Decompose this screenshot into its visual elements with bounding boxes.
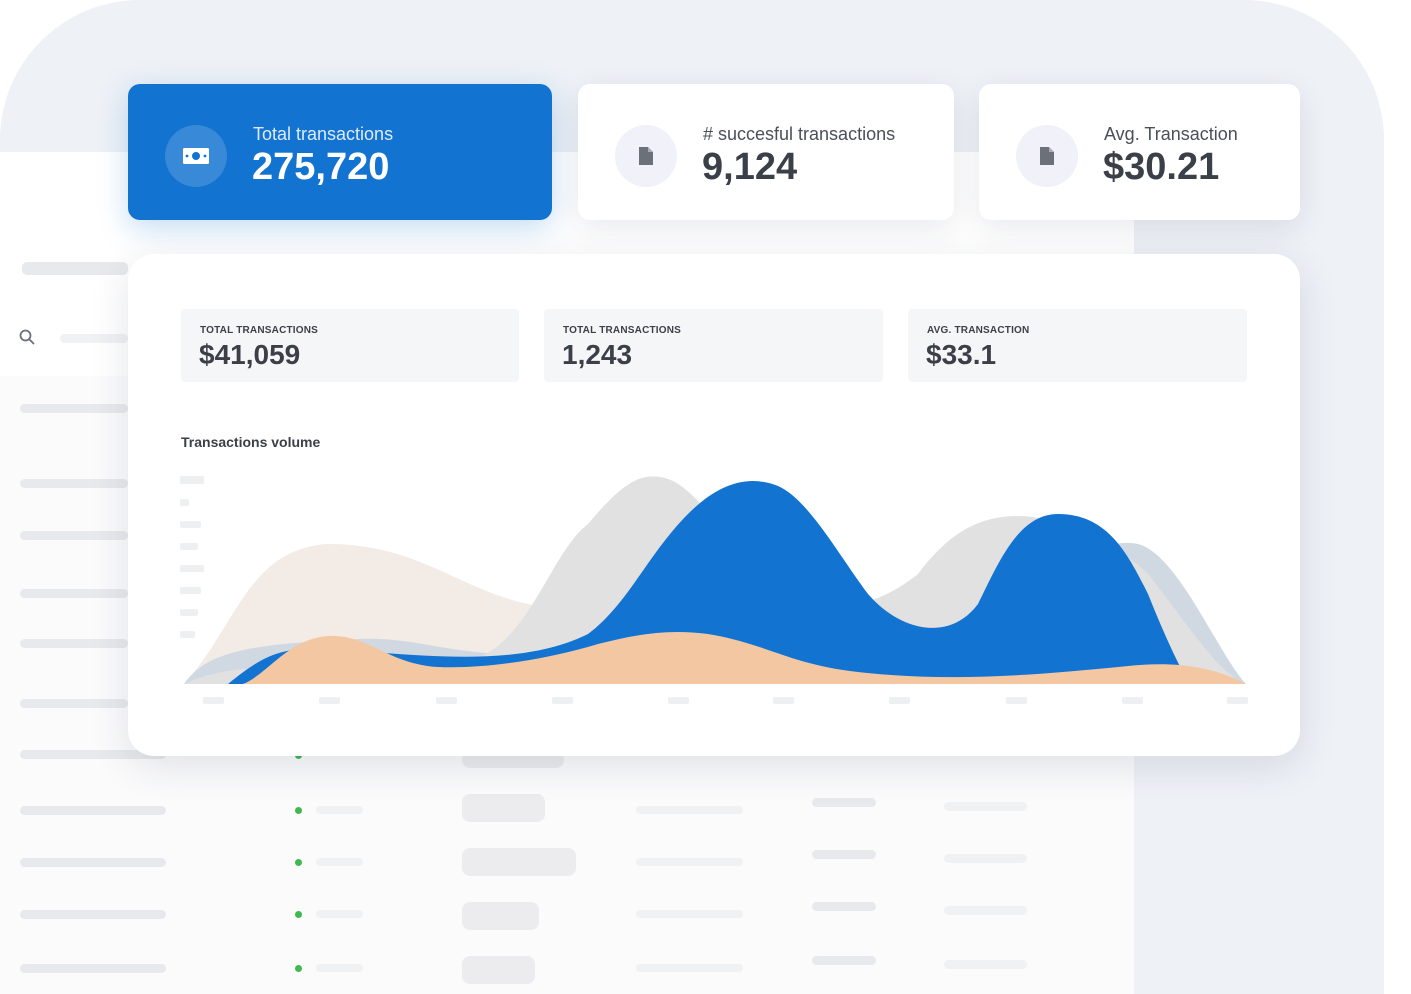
stat-label: AVG. TRANSACTION xyxy=(927,325,1030,336)
table-pill-placeholder xyxy=(462,752,564,768)
x-tick-placeholder xyxy=(552,697,573,704)
table-pill-placeholder xyxy=(462,902,539,930)
table-cell-placeholder xyxy=(944,854,1027,863)
x-tick-placeholder xyxy=(1122,697,1143,704)
card-label: Total transactions xyxy=(253,124,394,144)
x-tick-placeholder xyxy=(319,697,340,704)
card-label: Avg. Transaction xyxy=(1104,124,1238,144)
table-cell-placeholder xyxy=(316,858,363,866)
table-cell-placeholder xyxy=(316,806,363,814)
summary-card-successful-transactions[interactable]: # succesful transactions 9,124 xyxy=(578,84,954,220)
table-cell-placeholder xyxy=(636,806,743,814)
y-tick-placeholder xyxy=(180,476,204,484)
y-tick-placeholder xyxy=(180,521,201,528)
table-cell-placeholder xyxy=(812,902,876,911)
table-cell-placeholder xyxy=(812,798,876,807)
sidebar-item[interactable] xyxy=(20,479,128,488)
y-tick-placeholder xyxy=(180,499,189,506)
stat-label: TOTAL TRANSACTIONS xyxy=(200,325,319,336)
sidebar-item[interactable] xyxy=(20,910,166,919)
status-dot xyxy=(295,859,302,866)
stat-value: $33.1 xyxy=(926,339,997,370)
table-cell-placeholder xyxy=(636,858,743,866)
x-tick-placeholder xyxy=(1227,697,1248,704)
sidebar-item[interactable] xyxy=(20,858,166,867)
x-tick-placeholder xyxy=(773,697,794,704)
x-tick-placeholder xyxy=(889,697,910,704)
sidebar-item[interactable] xyxy=(20,806,166,815)
summary-card-total-transactions[interactable]: Total transactions 275,720 xyxy=(128,84,552,220)
y-axis-ticks xyxy=(180,476,204,638)
table-cell-placeholder xyxy=(316,964,363,972)
search-icon[interactable] xyxy=(18,328,36,346)
y-tick-placeholder xyxy=(180,565,204,572)
summary-card-avg-transaction[interactable]: Avg. Transaction $30.21 xyxy=(979,84,1300,220)
card-value: 9,124 xyxy=(702,146,798,188)
document-icon-wrap xyxy=(1016,125,1078,187)
table-pill-placeholder xyxy=(462,848,576,876)
area-series-peach xyxy=(243,632,1246,684)
status-dot xyxy=(295,807,302,814)
transactions-panel: TOTAL TRANSACTIONS $41,059 TOTAL TRANSAC… xyxy=(128,254,1300,756)
x-tick-placeholder xyxy=(203,697,224,704)
document-icon xyxy=(1040,147,1054,165)
table-cell-placeholder xyxy=(812,956,876,965)
document-icon xyxy=(639,147,653,165)
table-cell-placeholder xyxy=(812,850,876,859)
table-cell-placeholder xyxy=(944,960,1027,969)
sidebar-item[interactable] xyxy=(20,750,166,759)
sidebar-item[interactable] xyxy=(20,404,128,413)
document-icon-wrap xyxy=(615,125,677,187)
table-cell-placeholder xyxy=(316,910,363,918)
sidebar-item[interactable] xyxy=(20,639,128,648)
y-tick-placeholder xyxy=(180,609,198,616)
stat-tile-total-amount: TOTAL TRANSACTIONS $41,059 xyxy=(181,309,519,382)
x-tick-placeholder xyxy=(668,697,689,704)
sidebar-item[interactable] xyxy=(20,699,128,708)
area-series-blue xyxy=(228,481,1190,684)
y-tick-placeholder xyxy=(180,631,195,638)
sidebar-item[interactable] xyxy=(20,964,166,973)
cash-icon-wrap xyxy=(165,125,227,187)
table-pill-placeholder xyxy=(462,956,535,984)
stat-label: TOTAL TRANSACTIONS xyxy=(563,325,682,336)
card-value: 275,720 xyxy=(252,146,390,188)
search-input[interactable] xyxy=(60,334,128,343)
x-axis-ticks xyxy=(203,697,1248,704)
x-tick-placeholder xyxy=(436,697,457,704)
transactions-volume-chart xyxy=(180,476,1248,704)
stat-tile-avg: AVG. TRANSACTION $33.1 xyxy=(908,309,1247,382)
table-cell-placeholder xyxy=(636,910,743,918)
y-tick-placeholder xyxy=(180,587,201,594)
status-dot xyxy=(295,965,302,972)
table-pill-placeholder xyxy=(462,794,545,822)
sidebar-item[interactable] xyxy=(20,589,128,598)
table-cell-placeholder xyxy=(944,906,1027,915)
table-cell-placeholder xyxy=(636,964,743,972)
stat-value: $41,059 xyxy=(199,339,301,370)
stat-tile-total-count: TOTAL TRANSACTIONS 1,243 xyxy=(544,309,883,382)
sidebar-item[interactable] xyxy=(20,531,128,540)
card-label: # succesful transactions xyxy=(703,124,896,144)
cash-icon xyxy=(183,148,209,164)
status-dot xyxy=(295,911,302,918)
chart-title: Transactions volume xyxy=(181,434,321,450)
x-tick-placeholder xyxy=(1006,697,1027,704)
stat-value: 1,243 xyxy=(562,339,633,370)
sidebar-heading-placeholder xyxy=(22,262,128,275)
table-cell-placeholder xyxy=(944,802,1027,811)
y-tick-placeholder xyxy=(180,543,198,550)
card-value: $30.21 xyxy=(1103,146,1220,188)
